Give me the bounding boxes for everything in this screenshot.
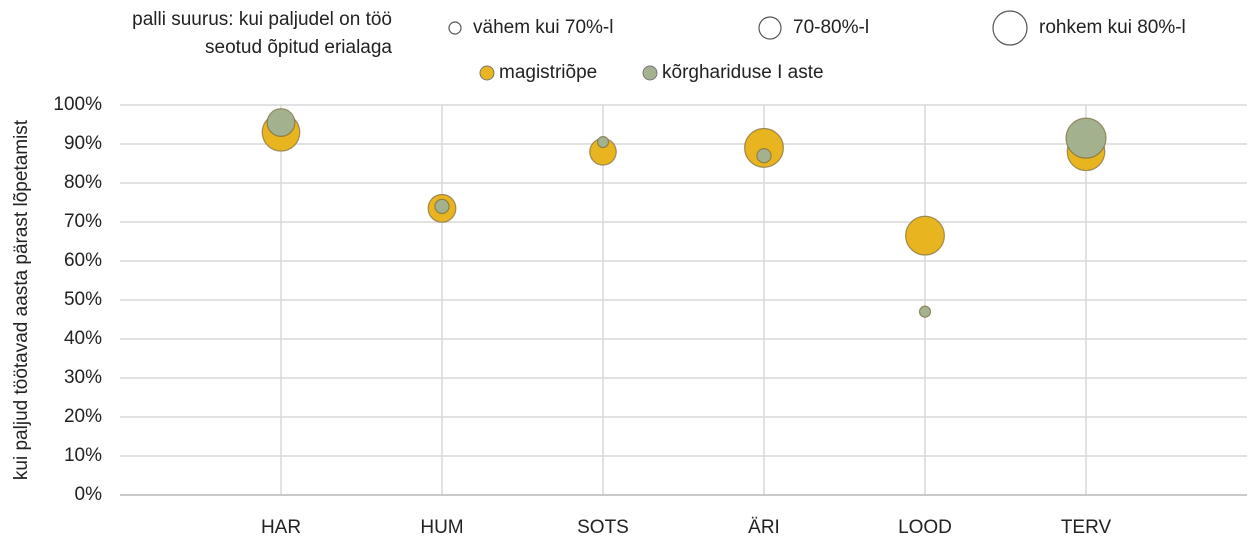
y-tick-label: 0% [75, 484, 103, 505]
bubble [1065, 117, 1107, 159]
y-tick-label: 80% [64, 172, 102, 193]
bubble [756, 148, 772, 164]
bubble [434, 198, 450, 215]
y-tick-label: 10% [64, 445, 102, 466]
y-tick-label: 30% [64, 367, 102, 388]
y-tick-label: 90% [64, 133, 102, 154]
size-legend-label: 70-80%-l [793, 17, 869, 38]
bubble [266, 108, 296, 137]
legend-marker [642, 65, 658, 81]
x-tick-label: ÄRI [748, 517, 780, 538]
x-tick-label: SOTS [577, 517, 629, 538]
legend-label: magistriõpe [499, 62, 597, 83]
x-tick-label: LOOD [898, 517, 952, 538]
y-tick-label: 40% [64, 328, 102, 349]
y-tick-label: 100% [53, 94, 102, 115]
size-legend-marker [758, 16, 782, 40]
x-tick-label: HAR [261, 517, 301, 538]
y-axis-label: kui paljud töötavad aasta pärast lõpetam… [11, 119, 32, 480]
bubble [905, 215, 945, 256]
size-legend-label: vähem kui 70%-l [473, 17, 613, 38]
y-tick-label: 50% [64, 289, 102, 310]
y-tick-label: 20% [64, 406, 102, 427]
bubble [918, 305, 932, 318]
x-tick-label: HUM [420, 517, 463, 538]
legend-label: kõrghariduse I aste [662, 62, 824, 83]
y-tick-label: 60% [64, 250, 102, 271]
size-legend-title: seotud õpitud erialaga [205, 37, 392, 58]
y-tick-label: 70% [64, 211, 102, 232]
size-legend-title: palli suurus: kui paljudel on töö [132, 9, 392, 30]
size-legend-marker [448, 21, 462, 35]
bubble [744, 127, 784, 168]
size-legend-marker [992, 10, 1028, 46]
legend-marker [479, 65, 495, 81]
size-legend-label: rohkem kui 80%-l [1039, 17, 1186, 38]
x-tick-label: TERV [1061, 517, 1112, 538]
bubble [596, 135, 610, 149]
